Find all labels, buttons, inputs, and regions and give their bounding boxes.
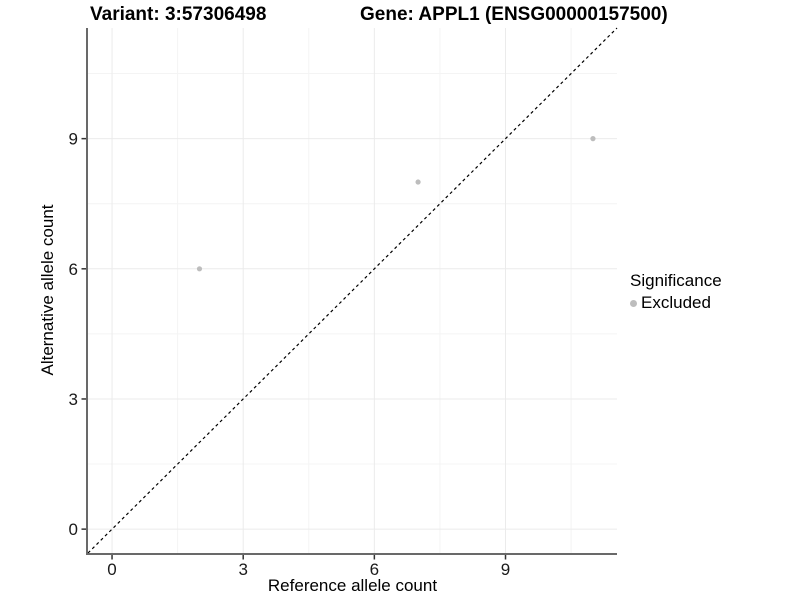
data-point [590, 136, 596, 142]
identity-dashed-line [87, 27, 618, 554]
y-tick-label: 3 [69, 390, 78, 409]
x-axis-title: Reference allele count [267, 576, 438, 595]
minor-gridlines [88, 28, 617, 553]
data-points-excluded [196, 136, 596, 272]
legend-point-icon [630, 299, 637, 307]
x-axis-ticks: 0 3 6 9 [107, 555, 510, 579]
x-tick-label: 6 [370, 560, 379, 579]
axis-lines [86, 28, 617, 555]
plot-title-gene: Gene: APPL1 (ENSG00000157500) [360, 4, 668, 25]
major-gridlines [88, 28, 617, 553]
data-point [196, 266, 203, 272]
legend: Significance Excluded [630, 271, 722, 313]
data-point [415, 179, 421, 185]
legend-item-excluded: Excluded [630, 293, 722, 313]
legend-item-label: Excluded [641, 293, 711, 312]
y-tick-label: 6 [69, 260, 78, 279]
x-tick-label: 3 [238, 560, 247, 579]
y-tick-label: 9 [69, 130, 78, 149]
x-tick-label: 9 [501, 560, 510, 579]
legend-title: Significance [630, 271, 722, 290]
y-axis-title: Alternative allele count [38, 204, 57, 376]
y-tick-label: 0 [69, 520, 78, 539]
plot-title-variant: Variant: 3:57306498 [90, 4, 267, 25]
x-tick-label: 0 [107, 560, 116, 579]
y-axis-ticks: 0 3 6 9 [69, 130, 86, 539]
